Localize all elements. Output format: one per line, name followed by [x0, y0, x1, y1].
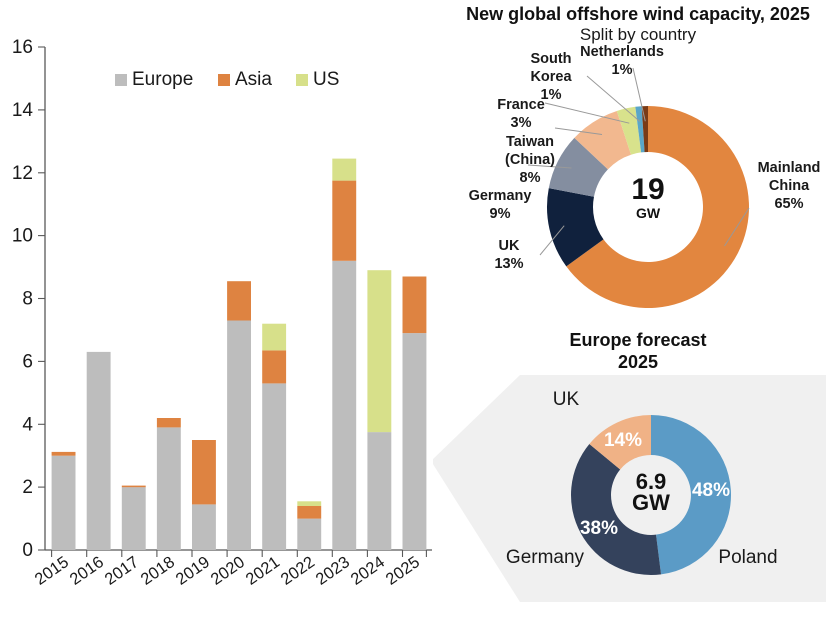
svg-text:China: China [769, 178, 810, 194]
svg-text:65%: 65% [774, 196, 803, 212]
svg-text:UK: UK [499, 238, 520, 254]
svg-text:48%: 48% [692, 480, 730, 501]
svg-text:Korea: Korea [530, 69, 572, 85]
svg-text:38%: 38% [580, 518, 618, 539]
svg-text:9%: 9% [490, 206, 511, 222]
svg-text:South: South [530, 51, 571, 67]
svg-text:19: 19 [631, 173, 664, 206]
svg-text:UK: UK [553, 389, 580, 410]
svg-text:3%: 3% [511, 115, 532, 131]
svg-text:14%: 14% [604, 430, 642, 451]
svg-text:GW: GW [632, 490, 670, 515]
svg-text:Poland: Poland [718, 547, 777, 568]
svg-text:Mainland: Mainland [758, 160, 821, 176]
svg-text:France: France [497, 97, 545, 113]
svg-text:13%: 13% [494, 256, 523, 272]
svg-text:GW: GW [636, 205, 661, 221]
svg-text:(China): (China) [505, 152, 555, 168]
svg-text:Netherlands: Netherlands [580, 44, 664, 60]
svg-text:Germany: Germany [506, 547, 585, 568]
svg-text:Taiwan: Taiwan [506, 134, 554, 150]
svg-text:1%: 1% [541, 87, 562, 103]
svg-text:1%: 1% [612, 62, 633, 78]
svg-text:8%: 8% [520, 170, 541, 186]
svg-text:Germany: Germany [469, 188, 532, 204]
